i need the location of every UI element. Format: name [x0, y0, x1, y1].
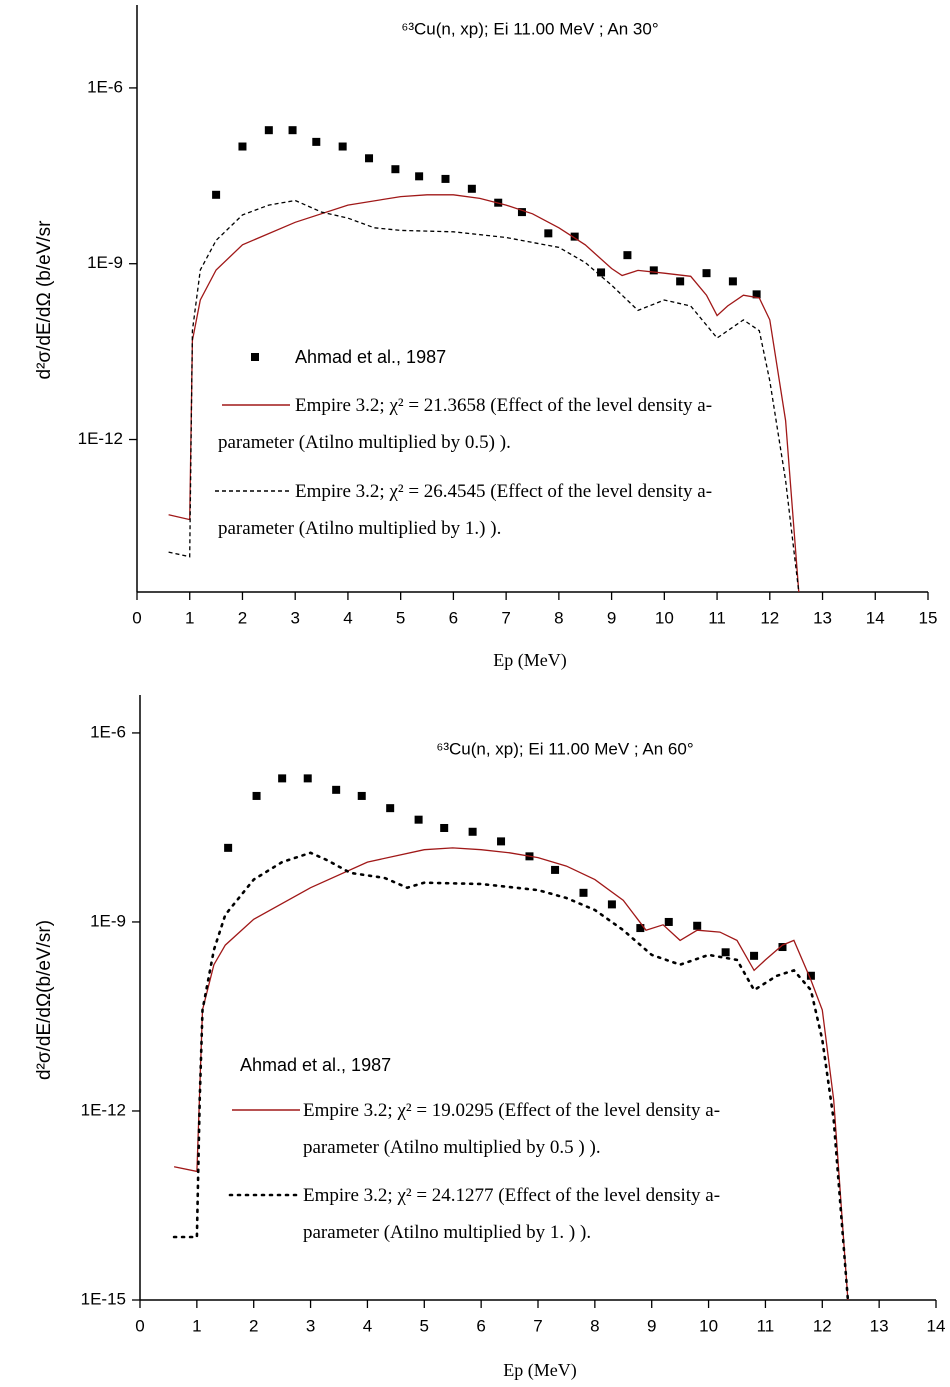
- data-point: [440, 823, 449, 832]
- x-tick-label: 8: [590, 1316, 599, 1335]
- data-point: [778, 943, 787, 952]
- data-point: [238, 142, 247, 151]
- chart-title: ⁶³Cu(n, xp); Ei 11.00 MeV ; An 30°: [401, 19, 658, 38]
- x-tick-label: 1: [192, 1316, 201, 1335]
- legend-label: Empire 3.2; χ² = 21.3658 (Effect of the …: [218, 395, 713, 453]
- legend-label: Empire 3.2; χ² = 19.0295 (Effect of the …: [303, 1100, 721, 1158]
- data-point: [264, 126, 273, 135]
- series-line: [173, 847, 849, 1301]
- data-point: [649, 266, 658, 275]
- data-point: [676, 277, 685, 286]
- x-tick-label: 8: [554, 608, 563, 627]
- data-point: [212, 190, 221, 199]
- y-tick-label: 1E-9: [87, 253, 123, 272]
- x-tick-label: 9: [607, 608, 616, 627]
- x-tick-label: 6: [449, 608, 458, 627]
- x-tick-label: 2: [238, 608, 247, 627]
- y-tick-label: 1E-9: [90, 911, 126, 930]
- data-point: [252, 791, 261, 800]
- data-point: [468, 827, 477, 836]
- y-tick-label: 1E-6: [87, 77, 123, 96]
- data-point: [414, 815, 423, 824]
- x-tick-label: 13: [813, 608, 832, 627]
- x-tick-label: 3: [290, 608, 299, 627]
- x-tick-label: 6: [476, 1316, 485, 1335]
- y-tick-label: 1E-12: [78, 429, 123, 448]
- y-tick-label: 1E-15: [81, 1289, 126, 1308]
- x-tick-label: 14: [866, 608, 885, 627]
- legend-label: Ahmad et al., 1987: [295, 347, 447, 367]
- chart-title: ⁶³Cu(n, xp); Ei 11.00 MeV ; An 60°: [436, 739, 693, 758]
- x-tick-label: 11: [708, 608, 726, 627]
- x-tick-label: 0: [132, 608, 141, 627]
- data-point: [332, 785, 341, 794]
- data-point: [693, 921, 702, 930]
- legend-label: Empire 3.2; χ² = 26.4545 (Effect of the …: [218, 481, 713, 539]
- data-point: [391, 165, 400, 174]
- x-tick-label: 4: [343, 608, 352, 627]
- data-point: [415, 172, 424, 181]
- data-point: [224, 843, 233, 852]
- data-point: [517, 208, 526, 217]
- legend-label: Empire 3.2; χ² = 24.1277 (Effect of the …: [303, 1185, 721, 1243]
- data-point: [664, 917, 673, 926]
- legend-label: Ahmad et al., 1987: [240, 1055, 392, 1075]
- data-point: [551, 865, 560, 874]
- data-point: [365, 154, 374, 163]
- x-tick-label: 15: [919, 608, 938, 627]
- y-tick-label: 1E-6: [90, 722, 126, 741]
- x-tick-label: 5: [396, 608, 405, 627]
- x-tick-label: 10: [655, 608, 674, 627]
- y-tick-label: 1E-12: [81, 1100, 126, 1119]
- data-point: [597, 268, 606, 277]
- x-tick-label: 0: [135, 1316, 144, 1335]
- data-point: [806, 971, 815, 980]
- data-point: [728, 277, 737, 286]
- data-point: [278, 774, 287, 783]
- x-tick-label: 10: [699, 1316, 718, 1335]
- x-tick-label: 7: [533, 1316, 542, 1335]
- data-point: [750, 951, 759, 960]
- data-point: [607, 900, 616, 909]
- x-tick-label: 5: [420, 1316, 429, 1335]
- data-point: [303, 774, 312, 783]
- x-tick-label: 11: [757, 1316, 775, 1335]
- x-tick-label: 4: [363, 1316, 372, 1335]
- data-point: [312, 137, 321, 146]
- series-line: [168, 199, 800, 593]
- data-point: [497, 837, 506, 846]
- data-point: [544, 229, 553, 238]
- x-tick-label: 13: [870, 1316, 889, 1335]
- x-tick-label: 12: [813, 1316, 832, 1335]
- x-axis-label: Ep (MeV): [493, 650, 566, 671]
- data-point: [570, 232, 579, 241]
- series-line: [172, 851, 850, 1302]
- y-axis-label: d²σ/dE/dΩ (b/eV/sr: [34, 220, 55, 380]
- x-tick-label: 2: [249, 1316, 258, 1335]
- data-point: [752, 290, 761, 299]
- x-tick-label: 9: [647, 1316, 656, 1335]
- x-tick-label: 12: [760, 608, 779, 627]
- data-point: [288, 126, 297, 135]
- series-line: [168, 194, 800, 593]
- data-point: [441, 174, 450, 183]
- data-point: [702, 269, 711, 278]
- data-point: [357, 791, 366, 800]
- legend-marker: [251, 353, 259, 361]
- x-tick-label: 3: [306, 1316, 315, 1335]
- data-point: [579, 888, 588, 897]
- data-point: [386, 804, 395, 813]
- x-tick-label: 7: [501, 608, 510, 627]
- data-point: [636, 924, 645, 933]
- x-tick-label: 1: [185, 608, 194, 627]
- x-tick-label: 14: [927, 1316, 946, 1335]
- data-point: [721, 948, 730, 957]
- y-axis-label: d²σ/dE/dΩ(b/eV/sr): [34, 920, 55, 1080]
- data-point: [338, 142, 347, 151]
- x-axis-label: Ep (MeV): [503, 1360, 576, 1381]
- data-point: [467, 184, 476, 193]
- data-point: [623, 251, 632, 260]
